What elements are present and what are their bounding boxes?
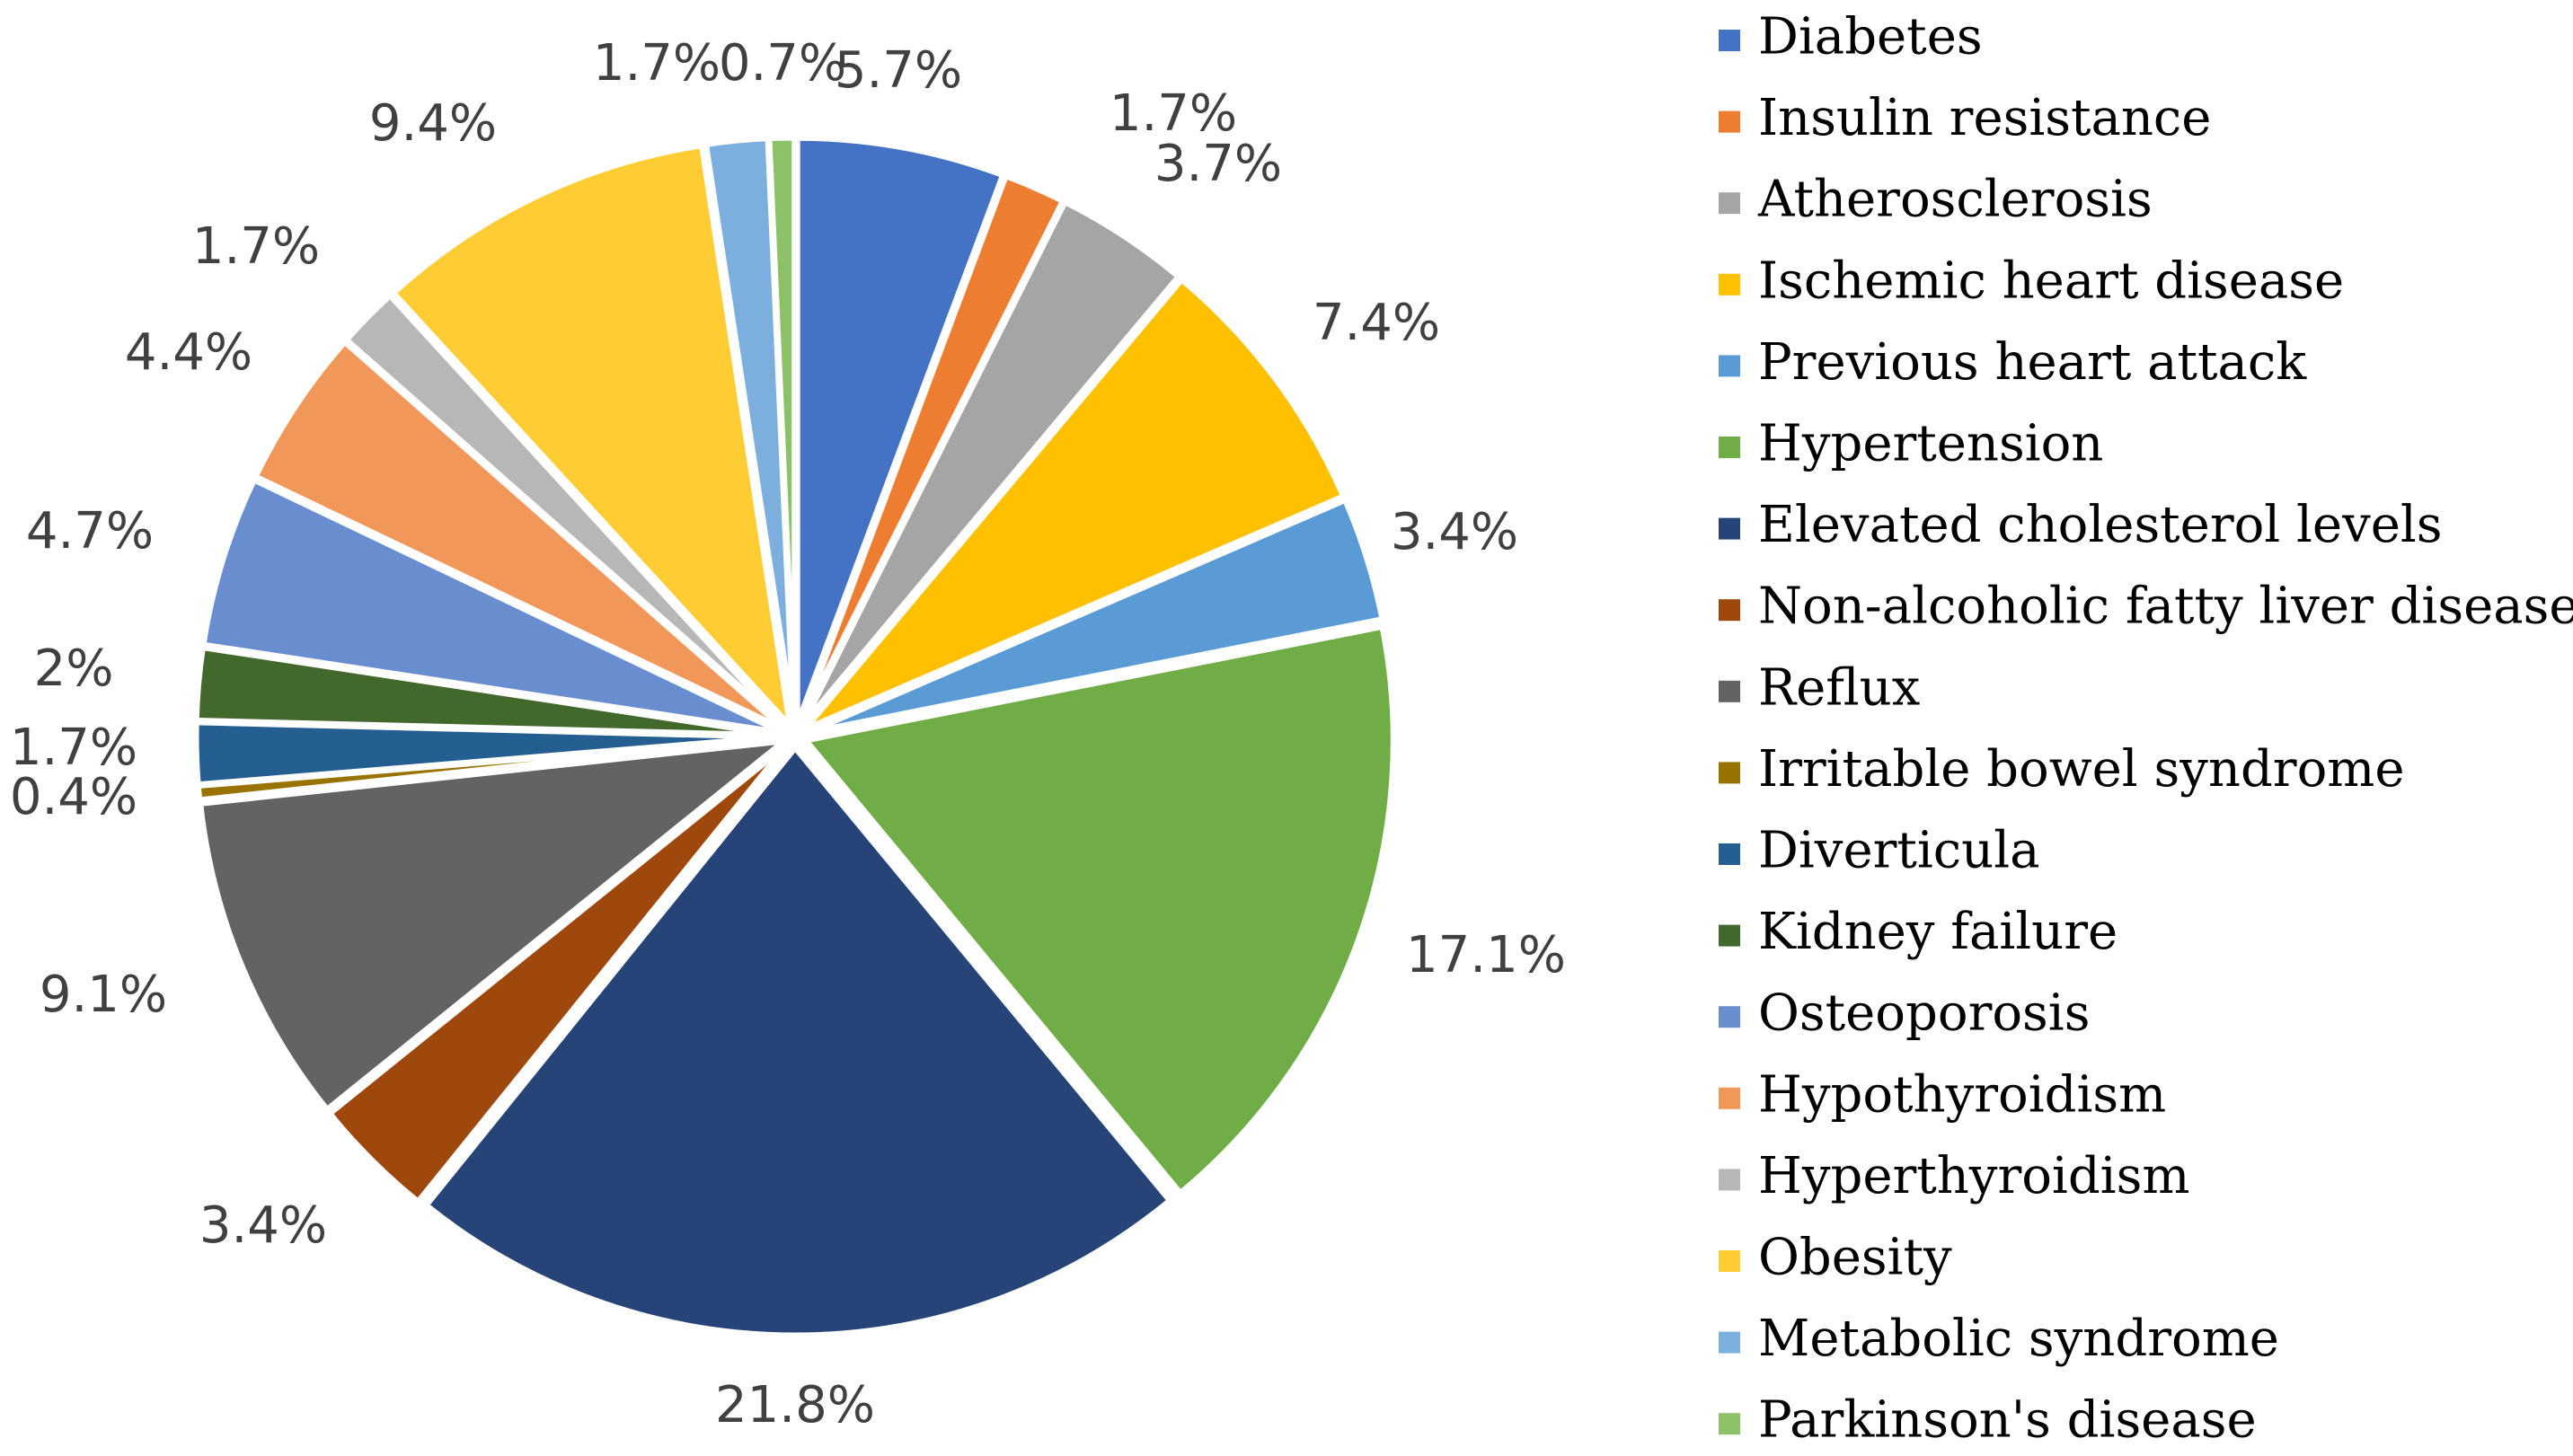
legend-item-parkinson-s-disease: Parkinson's disease [1719,1391,2257,1450]
legend-swatch-osteoporosis [1719,1006,1740,1028]
legend-label-irritable-bowel-syndrome: Irritable bowel syndrome [1758,740,2405,799]
legend-swatch-insulin-resistance [1719,110,1740,133]
legend-swatch-hypothyroidism [1719,1087,1740,1109]
pie-slices [192,134,1397,1339]
data-label-reflux: 9.1% [40,966,167,1024]
pie-slice-osteoporosis [199,476,789,737]
legend-label-obesity: Obesity [1758,1229,1952,1287]
legend: Diabetes Insulin resistance Atherosclerosi… [1719,8,2573,1450]
data-label-irritable-bowel-syndrome: 0.4% [10,768,137,826]
legend-swatch-kidney-failure [1719,924,1740,947]
legend-label-metabolic-syndrome: Metabolic syndrome [1758,1310,2279,1368]
data-label-parkinson-s-disease: 0.7% [719,34,846,93]
legend-item-atherosclerosis: Atherosclerosis [1719,171,2153,229]
data-label-ischemic-heart-disease: 7.4% [1313,294,1440,352]
data-label-hyperthyroidism: 1.7% [192,217,320,276]
legend-item-hypertension: Hypertension [1719,415,2103,473]
pie-slice-previous-heart-attack [801,496,1386,737]
legend-item-kidney-failure: Kidney failure [1719,903,2118,961]
legend-item-reflux: Reflux [1719,658,1920,717]
legend-swatch-metabolic-syndrome [1719,1331,1740,1354]
legend-swatch-obesity [1719,1250,1740,1272]
legend-label-diverticula: Diverticula [1758,822,2040,880]
legend-item-metabolic-syndrome: Metabolic syndrome [1719,1310,2279,1368]
legend-label-hypertension: Hypertension [1758,415,2103,473]
legend-item-ischemic-heart-disease: Ischemic heart disease [1719,251,2344,310]
legend-item-diabetes: Diabetes [1719,8,1983,66]
pie-slice-atherosclerosis [798,199,1182,731]
legend-label-elevated-cholesterol-levels: Elevated cholesterol levels [1758,496,2443,554]
legend-swatch-diabetes [1719,30,1740,51]
data-label-osteoporosis: 4.7% [26,502,154,560]
pie-slice-reflux [197,737,789,1114]
pie-slice-obesity [389,142,794,730]
legend-label-diabetes: Diabetes [1758,8,1983,66]
legend-label-hypothyroidism: Hypothyroidism [1758,1065,2166,1124]
data-label-kidney-failure: 2% [34,640,114,698]
legend-item-elevated-cholesterol-levels: Elevated cholesterol levels [1719,496,2443,554]
legend-item-non-alcoholic-fatty-liver-disease: Non-alcoholic fatty liver disease [1719,578,2573,636]
legend-label-kidney-failure: Kidney failure [1758,903,2118,961]
legend-label-previous-heart-attack: Previous heart attack [1758,333,2307,392]
legend-label-hyperthyroidism: Hyperthyroidism [1758,1147,2189,1205]
percentage-labels: 5.7%1.7%3.7%7.4%3.4%17.1%21.8%3.4%9.1%0.… [10,34,1566,1434]
legend-item-insulin-resistance: Insulin resistance [1719,89,2211,147]
legend-item-irritable-bowel-syndrome: Irritable bowel syndrome [1719,740,2405,799]
legend-item-diverticula: Diverticula [1719,822,2040,880]
pie-slice-diabetes [793,134,1007,729]
legend-label-atherosclerosis: Atherosclerosis [1757,171,2153,229]
legend-swatch-atherosclerosis [1719,192,1740,215]
legend-label-non-alcoholic-fatty-liver-disease: Non-alcoholic fatty liver disease [1758,578,2573,636]
legend-label-osteoporosis: Osteoporosis [1758,984,2090,1043]
legend-item-osteoporosis: Osteoporosis [1719,984,2090,1043]
pie-slice-ischemic-heart-disease [800,276,1348,734]
legend-swatch-hyperthyroidism [1719,1169,1740,1191]
legend-label-ischemic-heart-disease: Ischemic heart disease [1758,251,2344,310]
legend-swatch-hypertension [1719,437,1740,458]
legend-swatch-elevated-cholesterol-levels [1719,517,1740,540]
legend-item-previous-heart-attack: Previous heart attack [1719,333,2307,392]
legend-label-parkinson-s-disease: Parkinson's disease [1758,1391,2257,1450]
pie-slice-parkinson-s-disease [765,134,799,729]
data-label-diabetes: 5.7% [835,41,962,100]
legend-swatch-reflux [1719,680,1740,702]
legend-item-hyperthyroidism: Hyperthyroidism [1719,1147,2189,1205]
pie-slice-hyperthyroidism [342,292,791,733]
pie-slice-hypothyroidism [252,338,790,734]
legend-swatch-non-alcoholic-fatty-liver-disease [1719,599,1740,622]
pie-slice-non-alcoholic-fatty-liver-disease [326,740,791,1205]
data-label-previous-heart-attack: 3.4% [1391,503,1518,561]
legend-label-insulin-resistance: Insulin resistance [1758,89,2211,147]
data-label-diverticula: 1.7% [10,719,137,777]
data-label-non-alcoholic-fatty-liver-disease: 3.4% [199,1196,327,1255]
legend-label-reflux: Reflux [1758,658,1920,717]
data-label-metabolic-syndrome: 1.7% [593,34,721,93]
data-label-elevated-cholesterol-levels: 21.8% [715,1376,875,1434]
data-label-obesity: 9.4% [369,94,497,153]
legend-swatch-parkinson-s-disease [1719,1413,1740,1435]
pie-slice-elevated-cholesterol-levels [422,744,1174,1339]
legend-swatch-diverticula [1719,843,1740,865]
legend-swatch-previous-heart-attack [1719,355,1740,377]
pie-slice-hypertension [801,622,1397,1197]
legend-item-obesity: Obesity [1719,1229,1952,1287]
legend-swatch-ischemic-heart-disease [1719,273,1740,296]
data-label-insulin-resistance: 1.7% [1110,84,1237,143]
data-label-hypertension: 17.1% [1406,926,1566,984]
legend-swatch-irritable-bowel-syndrome [1719,762,1740,784]
data-label-atherosclerosis: 3.7% [1154,135,1282,193]
data-label-hypothyroidism: 4.4% [125,323,252,382]
legend-item-hypothyroidism: Hypothyroidism [1719,1065,2166,1124]
